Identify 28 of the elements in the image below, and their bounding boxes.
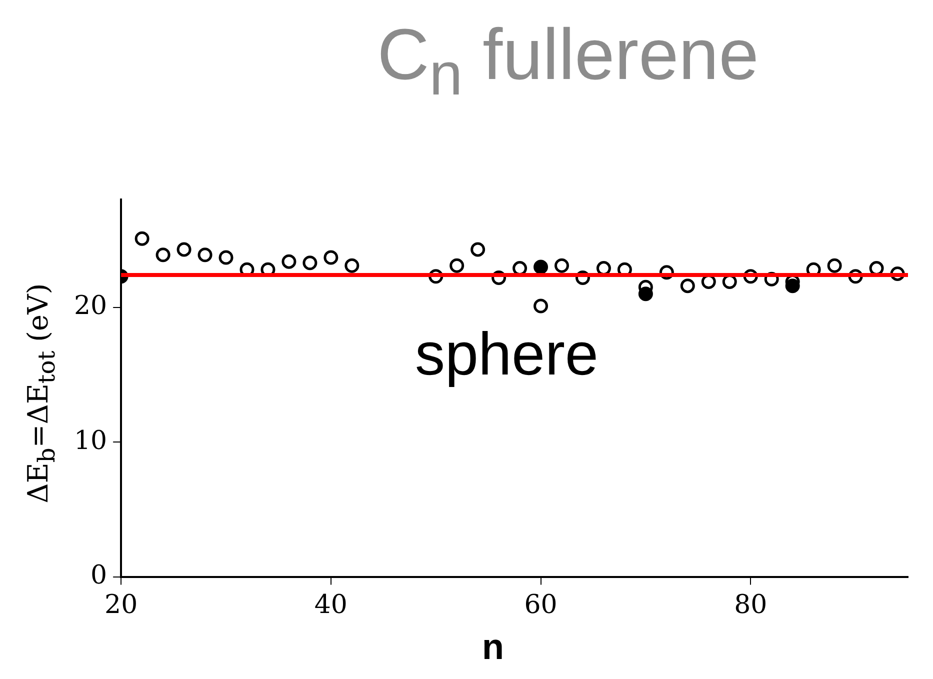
point — [785, 278, 800, 294]
point — [282, 254, 296, 269]
point — [554, 258, 570, 273]
point — [534, 298, 548, 314]
point — [218, 250, 234, 265]
point — [638, 286, 653, 302]
point — [680, 278, 695, 294]
point — [198, 248, 212, 262]
point — [470, 242, 486, 257]
y-tick-label: 20 — [74, 291, 108, 322]
x-tick-label: 20 — [104, 590, 138, 620]
point — [324, 250, 338, 265]
point — [827, 258, 842, 273]
point — [176, 242, 192, 257]
x-tick-label: 80 — [734, 590, 768, 620]
y-tick-label: 10 — [74, 426, 108, 456]
chart-title: C$_{n}$ fullerene — [376, 14, 760, 108]
point — [450, 258, 464, 273]
annotation: sphere — [414, 320, 598, 388]
point — [344, 258, 360, 273]
point — [156, 248, 170, 262]
point — [134, 231, 150, 246]
point — [302, 256, 318, 270]
y-tick-label: 0 — [90, 560, 108, 591]
x-axis-title: n — [481, 626, 505, 668]
point — [534, 260, 548, 274]
x-tick-label: 60 — [524, 590, 558, 620]
x-tick-label: 40 — [314, 590, 348, 620]
